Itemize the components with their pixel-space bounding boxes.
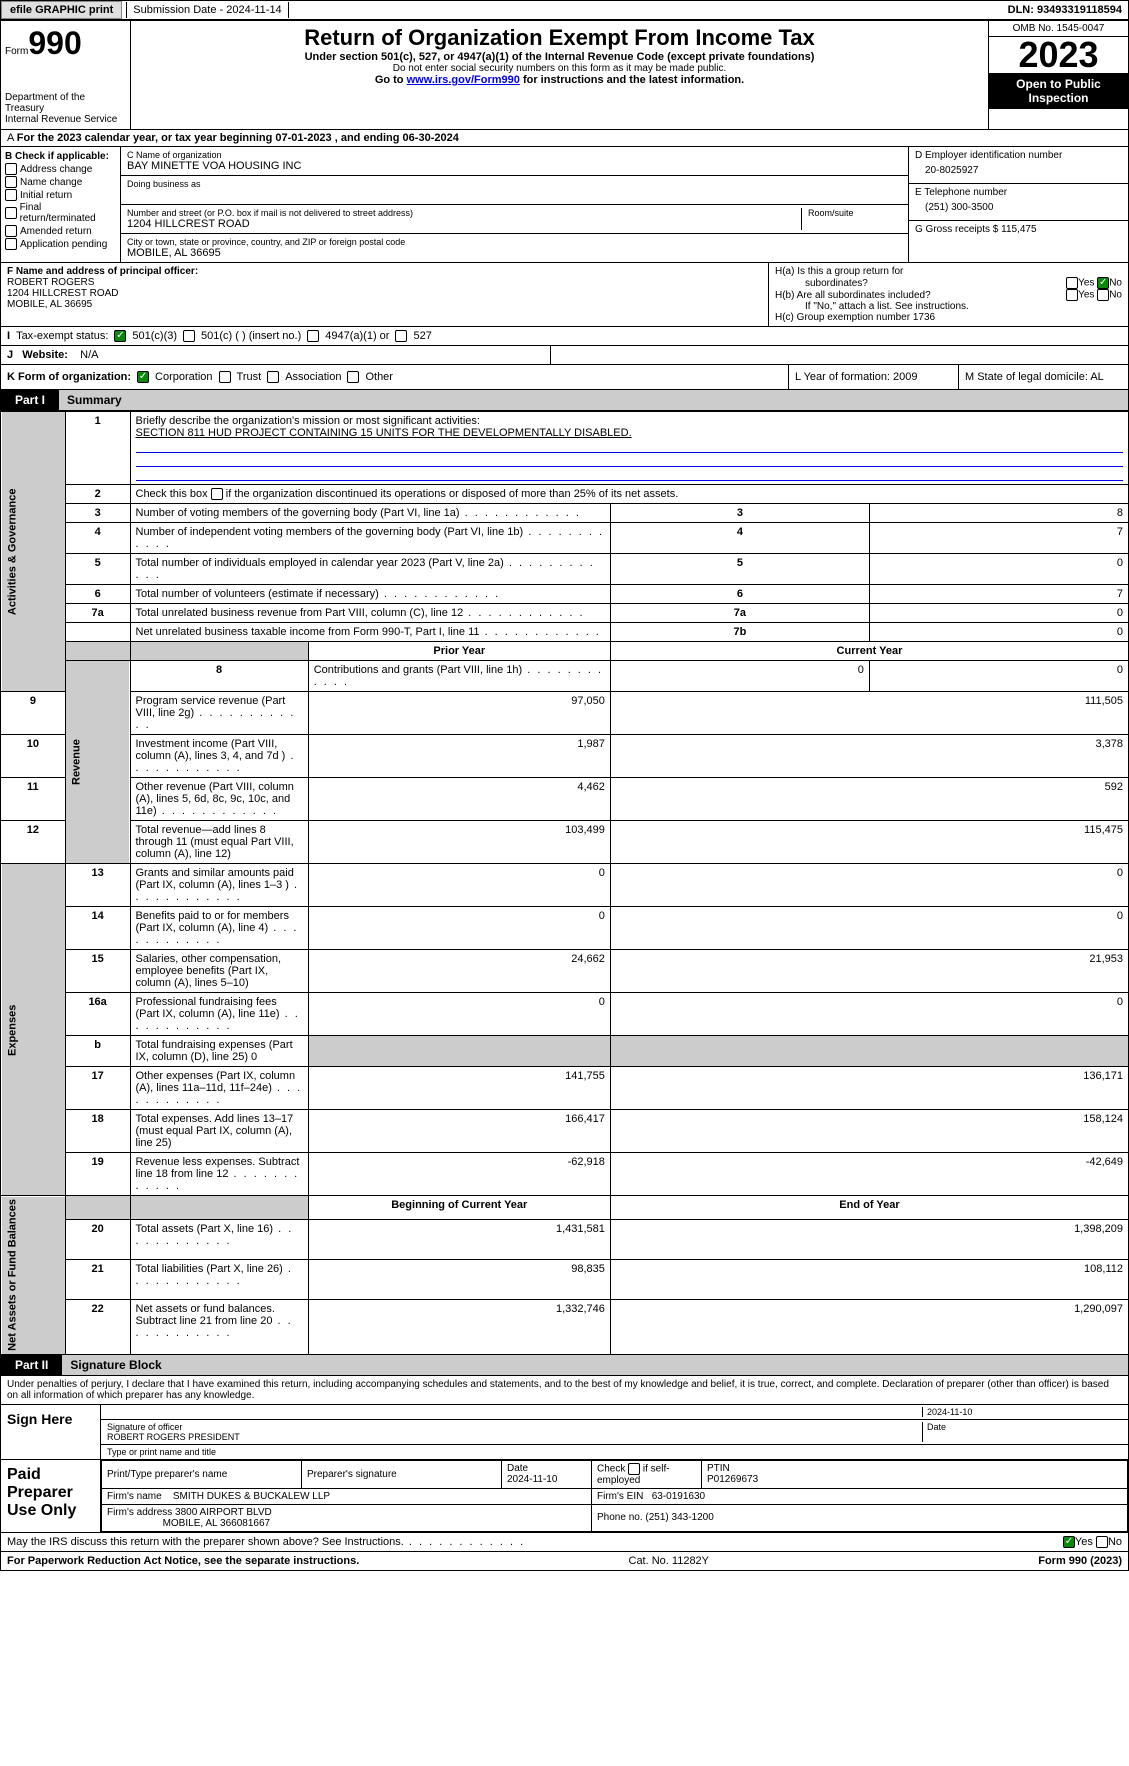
city-state-zip: MOBILE, AL 36695 — [127, 247, 902, 259]
chk-501c3[interactable] — [114, 330, 126, 342]
street-address: 1204 HILLCREST ROAD — [127, 218, 801, 230]
col-b-header: B Check if applicable: — [5, 151, 116, 162]
chk-initial-return[interactable] — [5, 189, 17, 201]
chk-app-pending[interactable] — [5, 238, 17, 250]
chk-corp[interactable] — [137, 371, 149, 383]
irs-label: Internal Revenue Service — [5, 114, 126, 125]
year-formation: L Year of formation: 2009 — [788, 365, 958, 389]
dln: DLN: 93493319118594 — [1002, 2, 1128, 18]
row-a-taxyear: A For the 2023 calendar year, or tax yea… — [0, 130, 1129, 147]
officer-signature: ROBERT ROGERS PRESIDENT — [107, 1432, 240, 1442]
vtab-netassets: Net Assets or Fund Balances — [1, 1196, 66, 1355]
mission-text: SECTION 811 HUD PROJECT CONTAINING 15 UN… — [136, 427, 632, 439]
chk-4947[interactable] — [307, 330, 319, 342]
group-exemption: H(c) Group exemption number 1736 — [775, 312, 1122, 323]
ptin: P01269673 — [707, 1474, 758, 1485]
chk-name-change[interactable] — [5, 176, 17, 188]
gross-receipts: G Gross receipts $ 115,475 — [909, 221, 1128, 238]
col-d-ein: D Employer identification number20-80259… — [908, 147, 1128, 262]
chk-ha-yes[interactable] — [1066, 277, 1078, 289]
section-bcd: B Check if applicable: Address change Na… — [0, 147, 1129, 263]
open-inspection: Open to Public Inspection — [989, 73, 1128, 109]
chk-assoc[interactable] — [267, 371, 279, 383]
phone-value: (251) 300-3500 — [915, 198, 1122, 217]
firm-name: SMITH DUKES & BUCKALEW LLP — [173, 1491, 330, 1502]
firm-phone: (251) 343-1200 — [645, 1512, 713, 1523]
submission-date: Submission Date - 2024-11-14 — [126, 2, 288, 18]
col-c-org-info: C Name of organizationBAY MINETTE VOA HO… — [121, 147, 908, 262]
chk-address-change[interactable] — [5, 163, 17, 175]
chk-discuss-no[interactable] — [1096, 1536, 1108, 1548]
form-ref: Form 990 (2023) — [1038, 1555, 1122, 1567]
dba-label: Doing business as — [127, 179, 902, 189]
part2-header: Part II Signature Block — [0, 1355, 1129, 1376]
officer-name: ROBERT ROGERS — [7, 277, 762, 288]
chk-hb-no[interactable] — [1097, 289, 1109, 301]
page-footer: For Paperwork Reduction Act Notice, see … — [0, 1552, 1129, 1571]
chk-ha-no[interactable] — [1097, 277, 1109, 289]
perjury-declaration: Under penalties of perjury, I declare th… — [1, 1376, 1128, 1404]
signature-block: Under penalties of perjury, I declare th… — [0, 1376, 1129, 1552]
form-number: Form990 — [5, 25, 126, 62]
efile-print-button[interactable]: efile GRAPHIC print — [1, 1, 122, 19]
org-name: BAY MINETTE VOA HOUSING INC — [127, 160, 902, 172]
row-i-tax-status: ITax-exempt status: 501(c)(3) 501(c) ( )… — [0, 327, 1129, 346]
row-k-form-org: K Form of organization: Corporation Trus… — [0, 365, 1129, 390]
chk-final-return[interactable] — [5, 207, 17, 219]
form-title: Return of Organization Exempt From Incom… — [135, 25, 984, 51]
irs-link[interactable]: www.irs.gov/Form990 — [407, 74, 520, 86]
subtitle-1: Under section 501(c), 527, or 4947(a)(1)… — [135, 51, 984, 63]
vtab-activities: Activities & Governance — [1, 412, 66, 692]
chk-other[interactable] — [347, 371, 359, 383]
chk-discuss-yes[interactable] — [1063, 1536, 1075, 1548]
vtab-expenses: Expenses — [1, 864, 66, 1196]
chk-501c[interactable] — [183, 330, 195, 342]
sign-here-label: Sign Here — [1, 1405, 101, 1459]
cat-no: Cat. No. 11282Y — [629, 1555, 710, 1567]
topbar: efile GRAPHIC print Submission Date - 20… — [0, 0, 1129, 20]
ein-value: 20-8025927 — [915, 161, 1122, 180]
chk-discontinued[interactable] — [211, 488, 223, 500]
chk-amended[interactable] — [5, 225, 17, 237]
paid-preparer-label: Paid Preparer Use Only — [1, 1460, 101, 1532]
vtab-revenue: Revenue — [65, 661, 130, 864]
chk-hb-yes[interactable] — [1066, 289, 1078, 301]
goto-line: Go to www.irs.gov/Form990 for instructio… — [135, 74, 984, 86]
part1-header: Part I Summary — [0, 390, 1129, 411]
firm-ein: 63-0191630 — [652, 1491, 705, 1502]
chk-trust[interactable] — [219, 371, 231, 383]
row-j-website: J Website: N/A — [0, 346, 1129, 365]
chk-527[interactable] — [395, 330, 407, 342]
tax-year: 2023 — [989, 37, 1128, 73]
col-b-checkboxes: B Check if applicable: Address change Na… — [1, 147, 121, 262]
row-fh: F Name and address of principal officer:… — [0, 263, 1129, 327]
chk-self-employed[interactable] — [628, 1463, 640, 1475]
form-header: Form990 Department of the Treasury Inter… — [0, 20, 1129, 130]
dept-treasury: Department of the Treasury — [5, 92, 126, 114]
subtitle-2: Do not enter social security numbers on … — [135, 63, 984, 74]
state-domicile: M State of legal domicile: AL — [958, 365, 1128, 389]
summary-table: Activities & Governance 1 Briefly descri… — [0, 411, 1129, 1355]
